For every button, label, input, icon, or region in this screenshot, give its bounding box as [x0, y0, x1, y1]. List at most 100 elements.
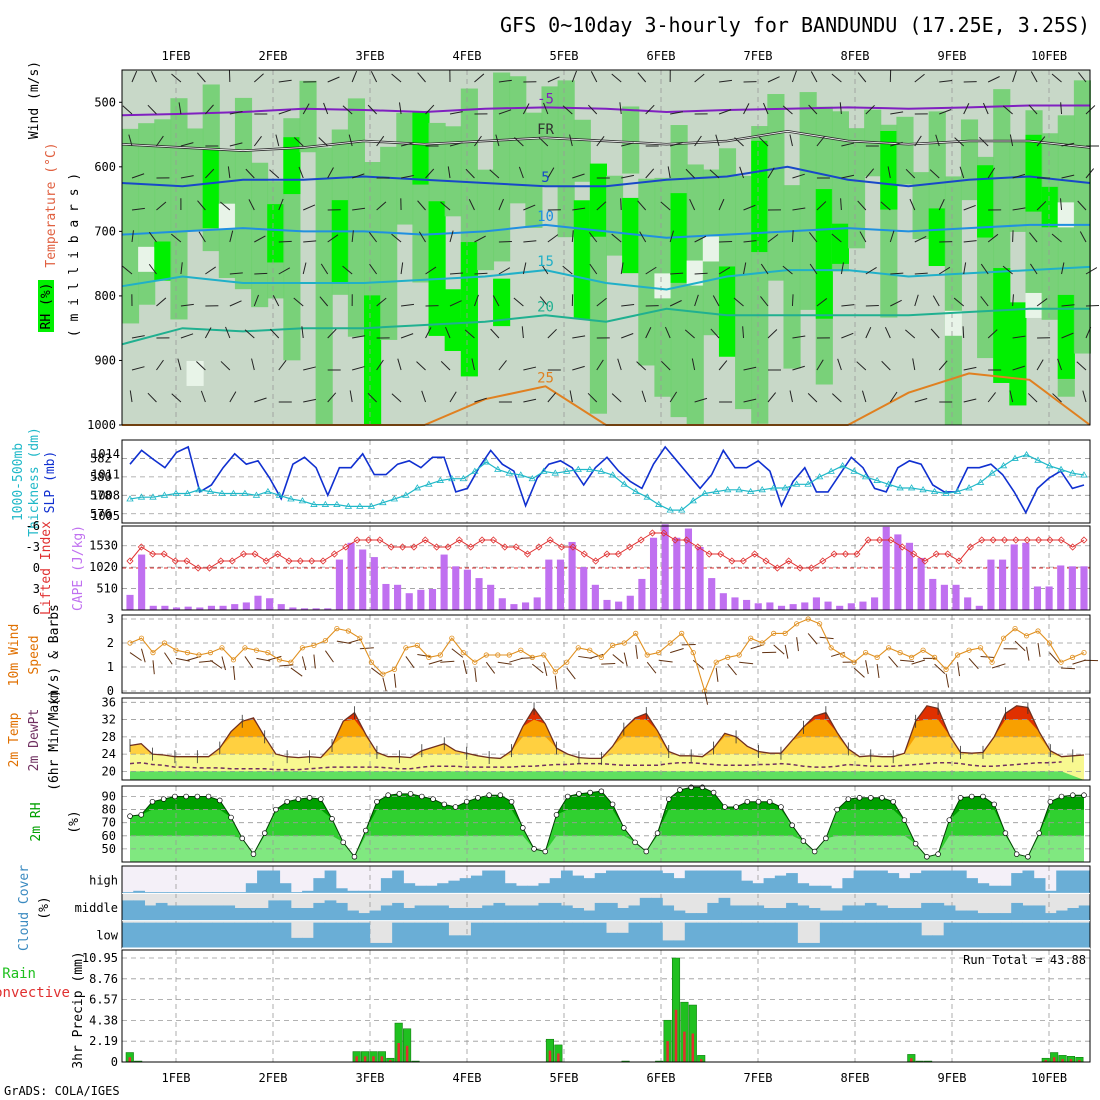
- wind-barb: [963, 204, 976, 211]
- thickness-point: [264, 487, 272, 495]
- cloud-middle-bar: [302, 908, 314, 921]
- precip-tick: 10.95: [82, 951, 118, 965]
- lifted-index-point: [1023, 536, 1031, 544]
- rh-core: [589, 163, 607, 237]
- rh-core: [1057, 294, 1075, 379]
- wind-barb: [791, 294, 794, 307]
- cape-bar: [975, 605, 983, 610]
- thickness-point: [379, 498, 387, 506]
- lifted-index-point: [762, 557, 770, 565]
- date-label-top: 9FEB: [938, 49, 967, 63]
- wind-barb: [939, 109, 952, 115]
- wind-barb: [474, 73, 485, 83]
- wind-barb: [890, 299, 902, 307]
- isotherm-label-FR: FR: [537, 122, 554, 138]
- wind-barb: [809, 232, 818, 243]
- thickness-line: [129, 454, 1085, 511]
- wind-barb: [684, 329, 695, 339]
- cloud-middle-bar: [628, 905, 641, 921]
- rh-core: [202, 147, 220, 229]
- wind10m-point: [127, 640, 133, 646]
- upper_air-frame: [121, 69, 1091, 426]
- pressure-tick: 800: [94, 289, 116, 303]
- wind-barb: [522, 262, 527, 275]
- wind-barb: [841, 304, 855, 307]
- precip-frame: [121, 949, 1091, 1063]
- wind10m-point: [196, 652, 202, 658]
- wind-barb: [401, 303, 415, 307]
- wind-barb: [498, 79, 512, 83]
- wind10m-point: [276, 657, 283, 663]
- wind10m-barb: [428, 659, 443, 665]
- wind10m-barb: [934, 663, 946, 675]
- wind-barb: [760, 263, 769, 275]
- rh-band: [960, 119, 979, 201]
- wind-barb: [1060, 102, 1063, 115]
- cape-bar: [638, 578, 646, 610]
- wind-barb: [980, 263, 989, 275]
- wind-barb: [425, 104, 435, 115]
- wind10m-barb: [601, 662, 616, 665]
- lifted-index-point: [785, 557, 793, 565]
- wind-barb: [935, 134, 940, 147]
- wind-barb: [694, 73, 705, 83]
- rh2m-point: [228, 814, 234, 821]
- wind-barb: [963, 366, 977, 371]
- wind10m-point: [138, 635, 145, 641]
- wind-barb: [636, 361, 647, 371]
- wind-barb: [449, 111, 463, 115]
- wind-barb: [1002, 105, 1013, 115]
- thickness-point: [137, 493, 146, 500]
- thickness-point: [942, 489, 950, 496]
- cape-bar: [359, 549, 367, 610]
- date-label-top: 4FEB: [453, 49, 482, 63]
- rh-band: [428, 122, 446, 205]
- rh-band: [1009, 140, 1027, 232]
- thickness-point: [965, 484, 973, 491]
- temp-axis-label: 2m Temp: [7, 712, 22, 767]
- cloud-middle-bar: [234, 908, 247, 921]
- wind-barb: [539, 296, 549, 307]
- cloud-low-bar: [876, 922, 888, 948]
- wind-barb: [301, 326, 304, 339]
- lifted-index-point: [1069, 543, 1077, 551]
- lifted-index-point: [841, 550, 850, 558]
- wind10m-axis-label: 10m Wind: [7, 624, 22, 687]
- wind-barb: [767, 329, 778, 339]
- wind-barb: [782, 105, 793, 115]
- millibars-axis-label: ( m i l l i b a r s ): [67, 173, 82, 337]
- wind10m-barb: [646, 661, 657, 674]
- thickness-point: [482, 458, 491, 465]
- cloud-middle-bar: [898, 908, 911, 921]
- thickness-point: [1068, 469, 1077, 476]
- wind-barb: [498, 267, 511, 275]
- thickness-point: [700, 489, 709, 496]
- wind-barb: [572, 207, 586, 211]
- lifted-index-point: [705, 550, 713, 558]
- wind-barb: [664, 326, 671, 339]
- wind-barb: [1078, 72, 1087, 83]
- cape-tick: 1020: [89, 560, 118, 574]
- thickness-point: [517, 471, 525, 478]
- cape-bar: [324, 608, 332, 610]
- lifted-index-point: [898, 543, 906, 551]
- wind10m-point: [690, 649, 696, 656]
- thickness-point: [1080, 471, 1088, 478]
- cloud-low-bar: [302, 937, 314, 948]
- rh-band: [928, 111, 946, 228]
- isotherm-label-15: 15: [537, 254, 554, 270]
- wind-barb: [327, 328, 337, 339]
- thickness-point: [528, 474, 536, 482]
- cape-bar: [649, 537, 658, 610]
- wind-barb: [572, 335, 586, 339]
- thickness-point: [758, 486, 766, 493]
- wind10m-barb: [635, 644, 638, 659]
- isotherm-label-10: 10: [537, 209, 554, 225]
- wind-barb: [596, 297, 607, 307]
- wind-barb: [861, 390, 867, 403]
- cloud-low-bar: [245, 922, 258, 948]
- cloud-middle-bar: [594, 902, 607, 921]
- wind-barb: [204, 327, 212, 339]
- rh2m-point: [520, 825, 526, 831]
- cape-bar: [708, 578, 716, 610]
